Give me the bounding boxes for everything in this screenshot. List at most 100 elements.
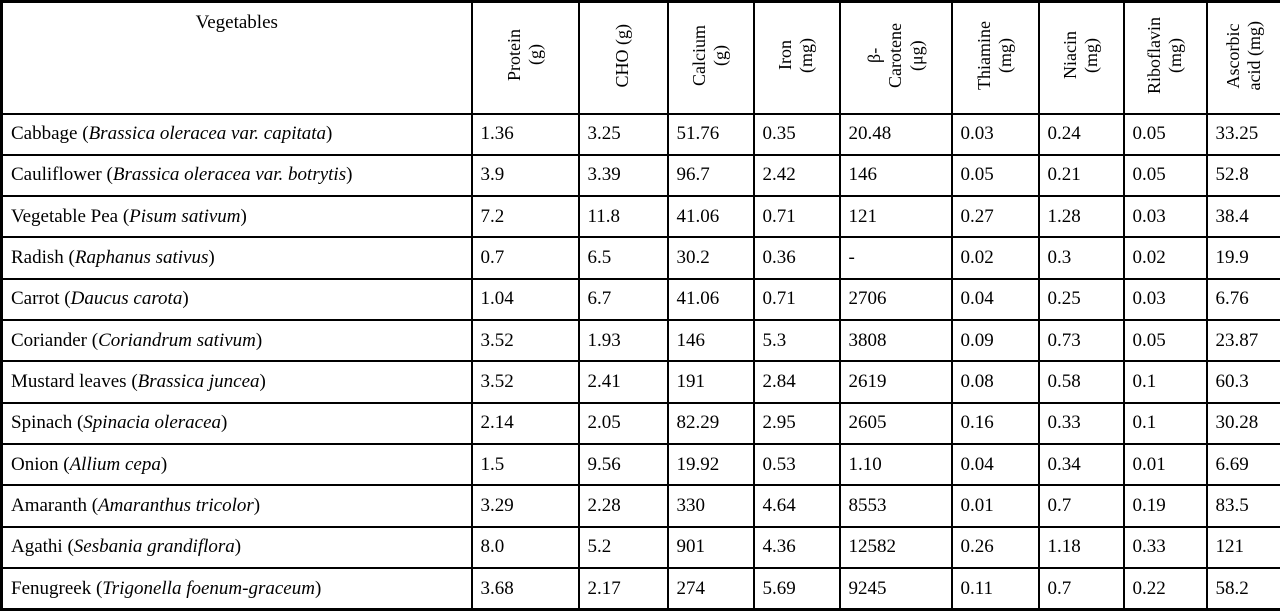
value-cell: 0.21	[1037, 153, 1125, 198]
value-cell: 38.4	[1205, 195, 1280, 239]
column-header-6: Niacin (mg)	[1037, 0, 1125, 115]
value-cell: 96.7	[666, 153, 755, 198]
value-cell: 6.69	[1205, 443, 1280, 487]
paren-close: )	[314, 577, 322, 599]
value-cell: 3.52	[470, 360, 580, 404]
vegetable-common-name: Coriander	[11, 329, 87, 351]
vegetable-name-cell: Carrot (Daucus carota)	[0, 277, 473, 322]
value-cell: 0.34	[1037, 443, 1125, 487]
value-cell: 41.06	[666, 277, 755, 322]
vegetable-scientific-name: Coriandrum sativum	[98, 329, 256, 351]
value-cell: 0.7	[1037, 484, 1125, 528]
table-row: Agathi (Sesbania grandiflora) 8.0 5.2 901 4.…	[0, 525, 1280, 570]
value-cell: 3.68	[470, 567, 580, 611]
value-cell: 5.69	[752, 567, 841, 611]
vegetable-name-cell: Cauliflower (Brassica oleracea var. botr…	[0, 153, 473, 198]
value-cell: 146	[838, 153, 953, 198]
header-row: Vegetables Protein (g) CHO (g) Calcium (g)…	[0, 0, 1280, 115]
value-cell: 30.2	[666, 236, 755, 280]
value-cell: 1.5	[470, 443, 580, 487]
column-header-label: Thiamine (mg)	[973, 20, 1015, 90]
paren-open: (	[91, 577, 103, 599]
column-header-label: Calcium (g)	[689, 24, 731, 86]
value-cell: 7.2	[470, 195, 580, 239]
vegetable-scientific-name: Sesbania grandiflora	[73, 536, 235, 558]
value-cell: 0.03	[1122, 195, 1208, 239]
value-cell: 0.09	[950, 319, 1040, 363]
table-row: Coriander (Coriandrum sativum) 3.52 1.93 14…	[0, 319, 1280, 363]
vegetable-name-cell: Vegetable Pea (Pisum sativum)	[0, 195, 473, 239]
column-header-2: Calcium (g)	[666, 0, 755, 115]
value-cell: 0.1	[1122, 360, 1208, 404]
table-row: Onion (Allium cepa) 1.5 9.56 19.92 0.53 1.10 0…	[0, 443, 1280, 487]
value-cell: 0.71	[752, 277, 841, 322]
column-header-label: Niacin (mg)	[1059, 31, 1101, 80]
value-cell: 0.26	[950, 525, 1040, 570]
paren-open: (	[59, 288, 71, 310]
vegetable-scientific-name: Daucus carota	[70, 288, 183, 310]
value-cell: 0.35	[752, 112, 841, 156]
value-cell: 274	[666, 567, 755, 611]
vegetable-common-name: Cauliflower	[11, 164, 102, 186]
value-cell: 2.41	[577, 360, 669, 404]
value-cell: 2706	[838, 277, 953, 322]
table-row: Vegetable Pea (Pisum sativum) 7.2 11.8 41.0…	[0, 195, 1280, 239]
value-cell: 0.05	[1122, 319, 1208, 363]
value-cell: 3.25	[577, 112, 669, 156]
value-cell: 9245	[838, 567, 953, 611]
value-cell: 23.87	[1205, 319, 1280, 363]
vegetable-scientific-name: Spinacia oleracea	[83, 412, 222, 434]
column-header-1: CHO (g)	[577, 0, 669, 115]
value-cell: 901	[666, 525, 755, 570]
value-cell: 121	[838, 195, 953, 239]
column-header-label: Protein (g)	[503, 29, 545, 82]
value-cell: 1.10	[838, 443, 953, 487]
value-cell: 0.02	[1122, 236, 1208, 280]
vegetable-common-name: Onion	[11, 453, 59, 475]
value-cell: 2.14	[470, 401, 580, 446]
value-cell: 0.03	[1122, 277, 1208, 322]
table-row: Fenugreek (Trigonella foenum-graceum) 3.6…	[0, 567, 1280, 611]
value-cell: 9.56	[577, 443, 669, 487]
value-cell: 12582	[838, 525, 953, 570]
value-cell: 2.95	[752, 401, 841, 446]
vegetable-name-cell: Mustard leaves (Brassica juncea)	[0, 360, 473, 404]
paren-close: )	[234, 536, 242, 558]
paren-open: (	[118, 205, 130, 227]
value-cell: 0.1	[1122, 401, 1208, 446]
value-cell: 0.24	[1037, 112, 1125, 156]
value-cell: 1.28	[1037, 195, 1125, 239]
value-cell: 0.22	[1122, 567, 1208, 611]
value-cell: 0.03	[950, 112, 1040, 156]
column-header-label: Riboflavin (mg)	[1143, 16, 1185, 94]
table-body: Cabbage (Brassica oleracea var. capitata…	[0, 112, 1280, 611]
value-cell: 0.01	[950, 484, 1040, 528]
value-cell: 191	[666, 360, 755, 404]
value-cell: 6.5	[577, 236, 669, 280]
column-header-8: Ascorbic acid (mg)	[1205, 0, 1280, 115]
paren-close: )	[160, 453, 168, 475]
paren-open: (	[58, 453, 70, 475]
vegetable-name-cell: Cabbage (Brassica oleracea var. capitata…	[0, 112, 473, 156]
paren-open: (	[86, 495, 99, 517]
value-cell: 2.42	[752, 153, 841, 198]
vegetable-common-name: Carrot	[11, 288, 60, 310]
vegetable-scientific-name: Trigonella foenum-graceum	[102, 577, 315, 599]
value-cell: 60.3	[1205, 360, 1280, 404]
paren-open: (	[77, 123, 89, 145]
value-cell: 0.04	[950, 277, 1040, 322]
table-row: Cauliflower (Brassica oleracea var. botr…	[0, 153, 1280, 198]
value-cell: 0.71	[752, 195, 841, 239]
column-header-label: β- Carotene (μg)	[863, 22, 927, 88]
column-header-0: Protein (g)	[470, 0, 580, 115]
value-cell: 3.29	[470, 484, 580, 528]
vegetable-scientific-name: Allium cepa	[69, 453, 161, 475]
value-cell: 0.25	[1037, 277, 1125, 322]
vegetable-common-name: Mustard leaves	[11, 371, 127, 393]
value-cell: 51.76	[666, 112, 755, 156]
value-cell: 82.29	[666, 401, 755, 446]
paren-close: )	[208, 247, 215, 269]
value-cell: 0.19	[1122, 484, 1208, 528]
column-header-3: Iron (mg)	[752, 0, 841, 115]
column-header-label: CHO (g)	[612, 23, 633, 88]
